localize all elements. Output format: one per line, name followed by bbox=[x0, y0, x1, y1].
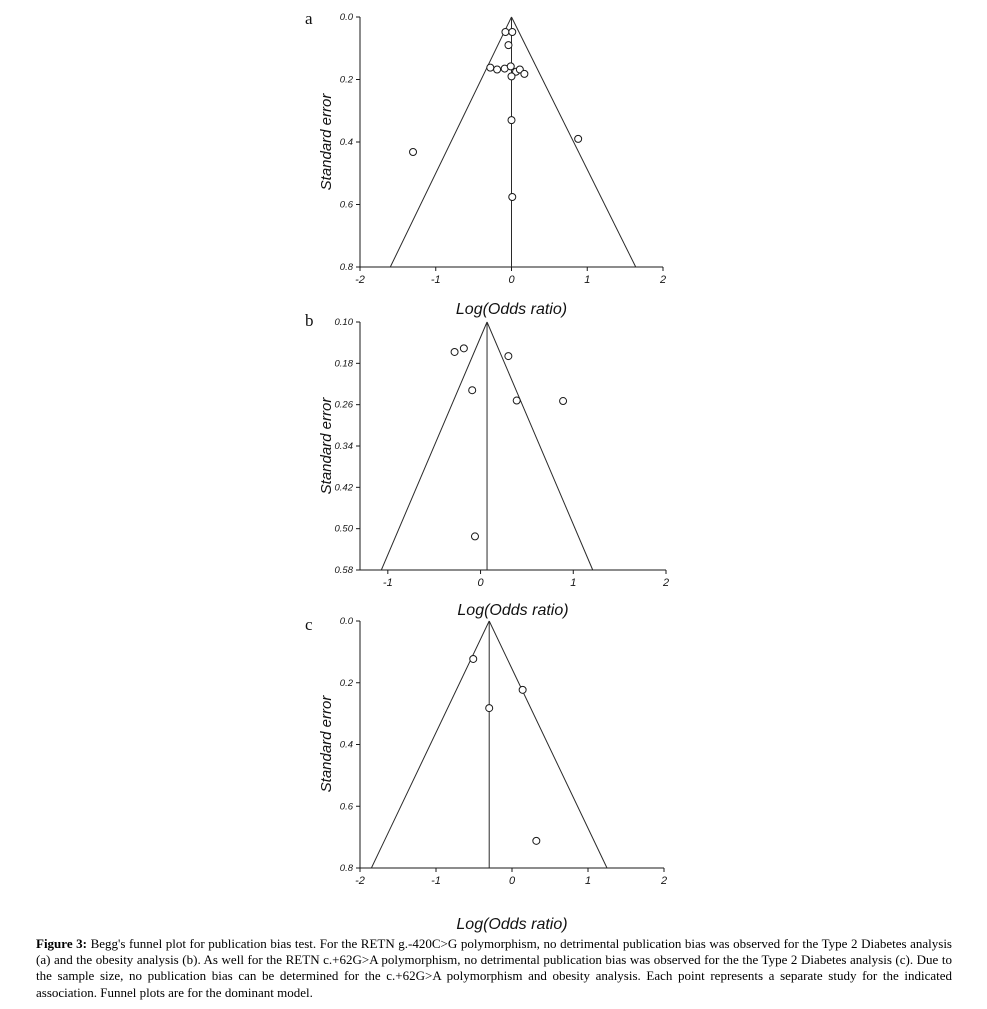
funnel-right-line bbox=[511, 16, 637, 268]
y-tick-label: 0.4 bbox=[340, 740, 353, 751]
y-axis-title: Standard error bbox=[318, 695, 335, 793]
funnel-plot-panel-a: 0.0 0.2 0.4 0.6 0.8-2 -1 0 1 2 Standard error Log(… bbox=[305, 9, 666, 318]
y-tick-label: 0.34 bbox=[335, 441, 354, 452]
x-tick-label: -2 bbox=[355, 274, 365, 286]
x-tick-label: -1 bbox=[431, 875, 441, 887]
data-point bbox=[504, 41, 513, 50]
data-points bbox=[469, 654, 541, 845]
x-tick-label: -1 bbox=[431, 274, 441, 286]
data-point bbox=[507, 72, 516, 81]
funnel-limit-lines bbox=[389, 16, 637, 268]
axes bbox=[356, 620, 665, 872]
data-points bbox=[450, 344, 568, 541]
x-tick-label: 1 bbox=[570, 577, 576, 589]
y-tick-label: 0.2 bbox=[340, 678, 354, 689]
funnel-right-line bbox=[486, 321, 594, 571]
data-point bbox=[507, 116, 516, 125]
funnel-right-line bbox=[488, 620, 608, 869]
panel-label: c bbox=[305, 615, 313, 634]
x-tick-label: 1 bbox=[584, 274, 590, 286]
y-tick-label: 0.58 bbox=[335, 565, 354, 576]
x-axis-title: Log(Odds ratio) bbox=[457, 602, 568, 619]
data-point bbox=[518, 685, 527, 694]
y-tick-label: 0.2 bbox=[340, 75, 354, 86]
data-point bbox=[512, 396, 521, 405]
y-tick-label: 0.6 bbox=[340, 801, 354, 812]
x-tick-label: 0 bbox=[509, 875, 516, 887]
data-point bbox=[559, 397, 568, 406]
y-tick-label: 0.50 bbox=[335, 524, 354, 535]
x-tick-label: 1 bbox=[585, 875, 591, 887]
funnel-plot-panel-b: 0.10 0.18 0.26 0.34 0.42 0.50 0.58 -1 0 1 2 Standar… bbox=[305, 311, 669, 619]
panel-label: a bbox=[305, 9, 313, 28]
y-tick-label: 0.0 bbox=[340, 616, 354, 627]
x-tick-label: 0 bbox=[477, 577, 484, 589]
y-tick-label: 0.0 bbox=[340, 12, 354, 23]
figure-caption-text: Begg's funnel plot for publication bias … bbox=[36, 936, 952, 1000]
x-tick-label: 2 bbox=[660, 875, 667, 887]
data-point bbox=[493, 65, 502, 74]
y-tick-label: 0.8 bbox=[340, 262, 354, 273]
funnel-plot-panel-c: 0.0 0.2 0.4 0.6 0.8-2 -1 0 1 2 Standard error Log(… bbox=[305, 615, 667, 933]
data-point bbox=[486, 63, 495, 72]
figure-caption: Figure 3: Begg's funnel plot for publica… bbox=[36, 936, 952, 1001]
y-tick-label: 0.18 bbox=[335, 358, 354, 369]
axes bbox=[356, 16, 664, 271]
y-axis-title: Standard error bbox=[318, 397, 335, 495]
data-point bbox=[459, 344, 468, 353]
data-point bbox=[508, 193, 517, 201]
data-point bbox=[501, 28, 510, 36]
data-point bbox=[468, 386, 477, 395]
x-axis-title: Log(Odds ratio) bbox=[456, 301, 567, 318]
x-tick-label: -2 bbox=[355, 875, 365, 887]
data-point bbox=[520, 69, 529, 78]
data-point bbox=[508, 28, 517, 36]
funnel-left-line bbox=[389, 16, 512, 268]
data-points bbox=[409, 28, 583, 201]
x-tick-label: 2 bbox=[662, 577, 669, 589]
data-point bbox=[532, 836, 541, 845]
funnel-left-line bbox=[380, 321, 488, 571]
axes bbox=[356, 321, 667, 574]
y-tick-label: 0.26 bbox=[335, 400, 354, 411]
funnel-limit-lines bbox=[380, 321, 594, 571]
y-tick-label: 0.8 bbox=[340, 863, 354, 874]
y-tick-label: 0.42 bbox=[335, 482, 354, 493]
funnel-limit-lines bbox=[370, 620, 608, 869]
data-point bbox=[574, 134, 583, 143]
data-point bbox=[506, 62, 515, 71]
data-point bbox=[450, 347, 459, 356]
y-tick-label: 0.10 bbox=[335, 317, 354, 328]
y-axis-title: Standard error bbox=[318, 93, 335, 191]
data-point bbox=[485, 704, 494, 713]
y-tick-label: 0.6 bbox=[340, 200, 354, 211]
funnel-left-line bbox=[370, 620, 490, 869]
data-point bbox=[504, 352, 513, 361]
data-point bbox=[409, 148, 418, 156]
panel-label: b bbox=[305, 311, 314, 330]
data-point bbox=[470, 532, 479, 541]
x-tick-label: 2 bbox=[659, 274, 666, 286]
data-point bbox=[469, 654, 478, 663]
x-tick-label: 0 bbox=[508, 274, 515, 286]
x-tick-label: -1 bbox=[383, 577, 393, 589]
figure-caption-label: Figure 3: bbox=[36, 936, 87, 951]
y-tick-label: 0.4 bbox=[340, 137, 353, 148]
x-axis-title: Log(Odds ratio) bbox=[456, 916, 567, 933]
